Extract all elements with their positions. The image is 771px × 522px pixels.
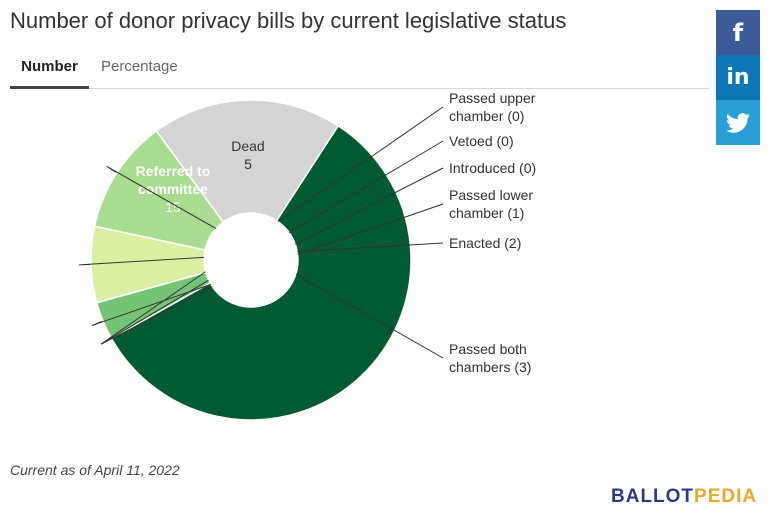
view-tabs: Number Percentage	[10, 52, 709, 89]
slice-label-passed-lower-chamber-line-1: chamber (1)	[449, 205, 524, 221]
linkedin-icon: in	[726, 65, 750, 90]
slice-label-dead-line-0: Dead	[231, 138, 264, 154]
facebook-icon: f	[732, 18, 744, 47]
logo-part-ballot: BALLOT	[611, 486, 695, 507]
slice-value-dead: 5	[244, 156, 252, 172]
slice-label-passed-both-chambers-line-0: Passed both	[449, 341, 527, 357]
slice-value-referred-to-committee: 15	[165, 199, 181, 215]
slice-label-vetoed-line-0: Vetoed (0)	[449, 133, 514, 149]
slice-label-referred-to-committee-line-1: committee	[138, 181, 208, 197]
leader-line-passed-both-chambers	[106, 165, 444, 359]
chart-title: Number of donor privacy bills by current…	[10, 8, 567, 33]
ballotpedia-logo: BALLOTPEDIA	[611, 486, 757, 508]
slice-label-passed-lower-chamber-line-0: Passed lower	[449, 187, 533, 203]
tab-percentage[interactable]: Percentage	[101, 58, 178, 75]
twitter-share-button[interactable]	[716, 100, 760, 145]
slice-label-introduced-line-0: Introduced (0)	[449, 160, 536, 176]
logo-part-pedia: PEDIA	[694, 486, 758, 507]
slice-label-referred-to-committee-line-0: Referred to	[136, 163, 211, 179]
tab-number[interactable]: Number	[10, 58, 89, 89]
donut-hole	[204, 213, 298, 307]
slice-label-enacted-line-0: Enacted (2)	[449, 235, 521, 251]
leader-line-passed-lower-chamber	[91, 203, 444, 326]
twitter-icon	[726, 112, 750, 133]
slice-label-passed-upper-chamber-line-1: chamber (0)	[449, 108, 524, 124]
facebook-share-button[interactable]: f	[716, 10, 760, 55]
leader-line-introduced	[100, 167, 444, 345]
linkedin-share-button[interactable]: in	[716, 55, 760, 100]
footnote: Current as of April 11, 2022	[10, 462, 180, 478]
slice-label-passed-upper-chamber-line-0: Passed upper	[449, 90, 536, 106]
slice-label-passed-both-chambers-line-1: chambers (3)	[449, 359, 531, 375]
leader-line-enacted	[79, 242, 444, 266]
